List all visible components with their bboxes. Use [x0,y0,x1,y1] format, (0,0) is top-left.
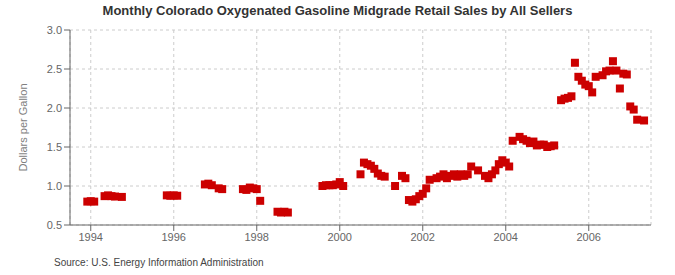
svg-text:3.0: 3.0 [47,24,62,36]
svg-text:0.5: 0.5 [47,219,62,231]
svg-text:2006: 2006 [577,231,601,243]
svg-text:2000: 2000 [328,231,352,243]
html-text:Monthly Colorado Oxygenated Ga: Monthly Colorado Oxygenated Gasoline Mid… [102,3,573,18]
svg-text:2004: 2004 [494,231,518,243]
svg-text:1.5: 1.5 [47,141,62,153]
svg-text:2002: 2002 [411,231,435,243]
svg-text:1994: 1994 [79,231,103,243]
svg-text:1998: 1998 [245,231,269,243]
svg-text:2.5: 2.5 [47,63,62,75]
svg-text:2.0: 2.0 [47,102,62,114]
svg-text:Dollars per Gallon: Dollars per Gallon [17,83,29,171]
svg-text:1.0: 1.0 [47,180,62,192]
svg-text:1996: 1996 [162,231,186,243]
html-text:Source: U.S. Energy Informatio: Source: U.S. Energy Information Administ… [54,257,264,268]
